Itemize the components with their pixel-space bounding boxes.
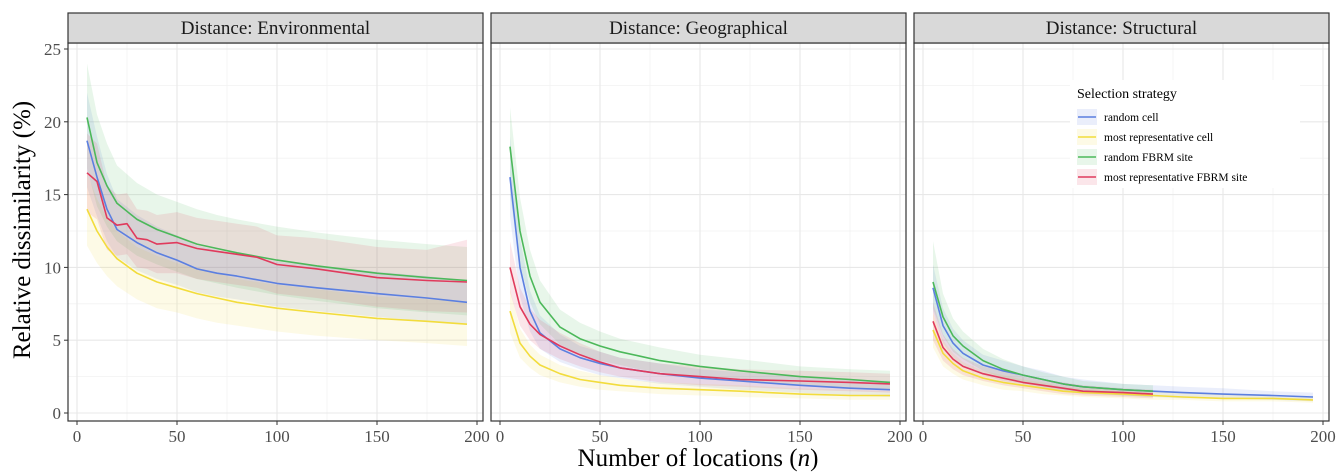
panel-2: Distance: Geographical 0 50 100 150 200 bbox=[490, 12, 913, 446]
x-axis-title-text: Number of locations bbox=[578, 445, 784, 472]
y-tick-label: 10 bbox=[44, 258, 61, 277]
series-line-3 bbox=[932, 281, 1154, 392]
x-tick-label: 50 bbox=[1015, 427, 1032, 446]
legend-box bbox=[1070, 80, 1300, 188]
x-tick-label: 200 bbox=[1310, 427, 1336, 446]
y-axis: 0 5 10 15 20 25 bbox=[44, 40, 68, 423]
x-axis-title-var: n bbox=[798, 445, 811, 472]
x-tick-label: 0 bbox=[919, 427, 928, 446]
strip-background bbox=[67, 12, 484, 44]
strip-title: Distance: Environmental bbox=[181, 18, 370, 39]
panel-background bbox=[491, 43, 906, 421]
x-tick-label: 150 bbox=[787, 427, 813, 446]
strip-title: Distance: Geographical bbox=[609, 18, 788, 39]
ribbon-3 bbox=[87, 63, 467, 316]
legend-label: random FBRM site bbox=[1104, 152, 1193, 164]
panel-1: Distance: Environmental 0 50 100 150 200 bbox=[67, 12, 490, 446]
x-tick-label: 0 bbox=[73, 427, 82, 446]
legend-title: Selection strategy bbox=[1077, 87, 1177, 102]
series-line-2 bbox=[86, 208, 468, 325]
x-tick-label: 0 bbox=[496, 427, 505, 446]
series-line-4 bbox=[86, 172, 468, 283]
ribbon-3 bbox=[933, 241, 1153, 397]
series-line-2 bbox=[932, 329, 1314, 401]
series-line-2 bbox=[509, 310, 890, 397]
x-axis-title-paren-close: ) bbox=[810, 445, 818, 472]
series-line-4 bbox=[509, 267, 891, 385]
x-tick-label: 50 bbox=[169, 427, 186, 446]
strip-title: Distance: Structural bbox=[1046, 18, 1197, 39]
x-tick-label: 50 bbox=[592, 427, 609, 446]
y-axis-title: Relative dissimilarity (%) bbox=[9, 101, 36, 359]
legend-label: random cell bbox=[1104, 112, 1159, 124]
series-line-3 bbox=[509, 146, 891, 384]
series-line-3 bbox=[86, 117, 468, 282]
x-tick-label: 100 bbox=[1110, 427, 1136, 446]
y-tick-label: 5 bbox=[53, 331, 62, 350]
ribbon-4 bbox=[510, 241, 890, 393]
legend: Selection strategy random cell most repres… bbox=[1070, 80, 1300, 188]
series-line-1 bbox=[86, 140, 468, 304]
strip-background bbox=[913, 12, 1330, 44]
legend-label: most representative cell bbox=[1104, 132, 1213, 144]
x-tick-label: 150 bbox=[364, 427, 390, 446]
y-tick-label: 20 bbox=[44, 113, 61, 132]
x-tick-label: 200 bbox=[464, 427, 490, 446]
panel-background bbox=[68, 43, 483, 421]
ribbon-1 bbox=[87, 92, 467, 325]
y-tick-label: 15 bbox=[44, 186, 61, 205]
x-tick-label: 100 bbox=[264, 427, 290, 446]
legend-label: most representative FBRM site bbox=[1104, 172, 1247, 184]
y-tick-label: 0 bbox=[53, 404, 62, 423]
x-tick-label: 200 bbox=[887, 427, 913, 446]
x-axis-title: Number of locations (n) bbox=[578, 445, 819, 472]
ribbon-2 bbox=[87, 172, 467, 346]
panel-3: Distance: Structural 0 50 100 150 200 bbox=[913, 12, 1336, 446]
y-tick-label: 25 bbox=[44, 40, 61, 59]
strip-background bbox=[490, 12, 907, 44]
ribbon-4 bbox=[87, 133, 467, 313]
x-tick-label: 100 bbox=[687, 427, 713, 446]
series-line-4 bbox=[932, 321, 1154, 395]
x-tick-label: 150 bbox=[1210, 427, 1236, 446]
x-axis-title-paren-open: ( bbox=[783, 445, 798, 472]
